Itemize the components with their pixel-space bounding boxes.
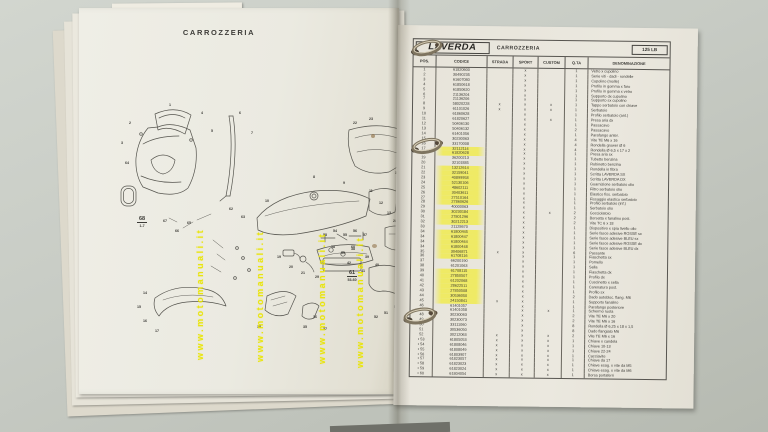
callout-number: 12 — [379, 201, 383, 205]
callout-number: 67 — [163, 219, 167, 223]
callout-number: 10 — [265, 199, 269, 203]
callout-number: 16 — [143, 319, 147, 323]
callout-number: 7 — [251, 131, 253, 135]
callout-number: 29 — [315, 275, 319, 279]
watermark-text: www.motomanuali.it — [255, 229, 265, 362]
callout-number: 54 — [333, 229, 337, 233]
callout-number: 56 — [353, 229, 357, 233]
callout-number: 58 — [331, 245, 335, 249]
diagram-group-label-tools: 61 53-60 — [347, 270, 358, 282]
callout-number: 41 — [361, 269, 365, 273]
table-cell: 1 — [561, 373, 585, 379]
callout-number: 55 — [343, 233, 347, 237]
callout-number: 35 — [303, 325, 307, 329]
section-title: CARROZZERIA — [496, 44, 541, 52]
callout-number: 62 — [229, 207, 233, 211]
callout-number: 63 — [241, 215, 245, 219]
callout-number: 11 — [369, 189, 373, 193]
watermark-text: www.motomanuali.it — [355, 235, 365, 368]
model-badge: 125 LB — [631, 44, 668, 55]
col-custom: CUSTOM — [538, 56, 566, 69]
dirt-speck — [371, 134, 375, 138]
callout-number: 52 — [374, 315, 378, 319]
parts-table: LAVERDA CARROZZERIA 125 LB POS. CODICE S… — [408, 38, 671, 381]
callout-number: 21 — [301, 271, 305, 275]
callout-number: 17 — [155, 329, 159, 333]
callout-number: 53 — [323, 233, 327, 237]
watermark-text: www.motomanuali.it — [195, 227, 205, 360]
right-page: LAVERDA CARROZZERIA 125 LB POS. CODICE S… — [393, 25, 698, 409]
callout-number: 15 — [137, 305, 141, 309]
col-codice: CODICE — [436, 55, 488, 68]
callout-number: 64 — [125, 161, 129, 165]
callout-number: 19 — [277, 255, 281, 259]
diagram-group-label-front: 68 1-7 — [137, 216, 148, 228]
callout-number: 40 — [375, 263, 379, 267]
table-cell: Borsa portaferri — [587, 373, 614, 378]
callout-number: 4 — [201, 111, 203, 115]
table-body: 1 61820600 x 1 Vetro x cupolino 2 30490235 x 1 Se… — [409, 67, 670, 379]
col-pos: POS. — [413, 55, 437, 67]
callout-number: 38 — [351, 247, 355, 251]
callout-number: 23 — [369, 117, 373, 121]
left-page: CARROZZERIA — [79, 8, 418, 394]
callout-number: 65 — [187, 221, 191, 225]
callout-number: 6 — [239, 111, 241, 115]
binder-cover-edge — [329, 421, 451, 432]
table-cell: x — [534, 372, 562, 379]
callout-number: 60 — [351, 245, 355, 249]
col-strada: STRADA — [487, 56, 514, 68]
table-cell: • 60 — [409, 371, 433, 377]
dirt-speck — [372, 244, 377, 248]
callout-number: 1 — [169, 103, 171, 107]
callout-number: 59 — [341, 251, 345, 255]
col-qta: Q.TA — [565, 57, 589, 69]
callout-number: 42 — [347, 261, 351, 265]
callout-number: 5 — [211, 129, 213, 133]
callout-number: 9 — [343, 181, 345, 185]
table-cell: 61804054 — [432, 371, 484, 378]
callout-number: 37 — [323, 327, 327, 331]
callout-number: 57 — [363, 233, 367, 237]
callout-number: 14 — [143, 291, 147, 295]
callout-number: 20 — [289, 265, 293, 269]
watermark-text: www.motomanuali.it — [317, 231, 327, 364]
col-denominazione: DENOMINAZIONE — [612, 60, 646, 67]
binder-spine-shadow — [388, 0, 410, 432]
callout-number: 22 — [353, 121, 357, 125]
callout-number: 36 — [313, 315, 317, 319]
callout-number: 66 — [175, 229, 179, 233]
col-sport: SPORT — [513, 56, 539, 68]
callout-number: 8 — [313, 175, 315, 179]
callout-number: 2 — [129, 121, 131, 125]
callout-number: 51 — [384, 311, 388, 315]
callout-number: 39 — [365, 255, 369, 259]
table-cell: x — [483, 372, 510, 378]
callout-number: 18 — [257, 325, 261, 329]
callout-number: 3 — [121, 141, 123, 145]
callout-number: 13 — [387, 211, 391, 216]
page-title: CARROZZERIA — [182, 28, 256, 37]
laverda-logo: LAVERDA — [415, 40, 490, 54]
table-cell: x — [509, 372, 535, 378]
